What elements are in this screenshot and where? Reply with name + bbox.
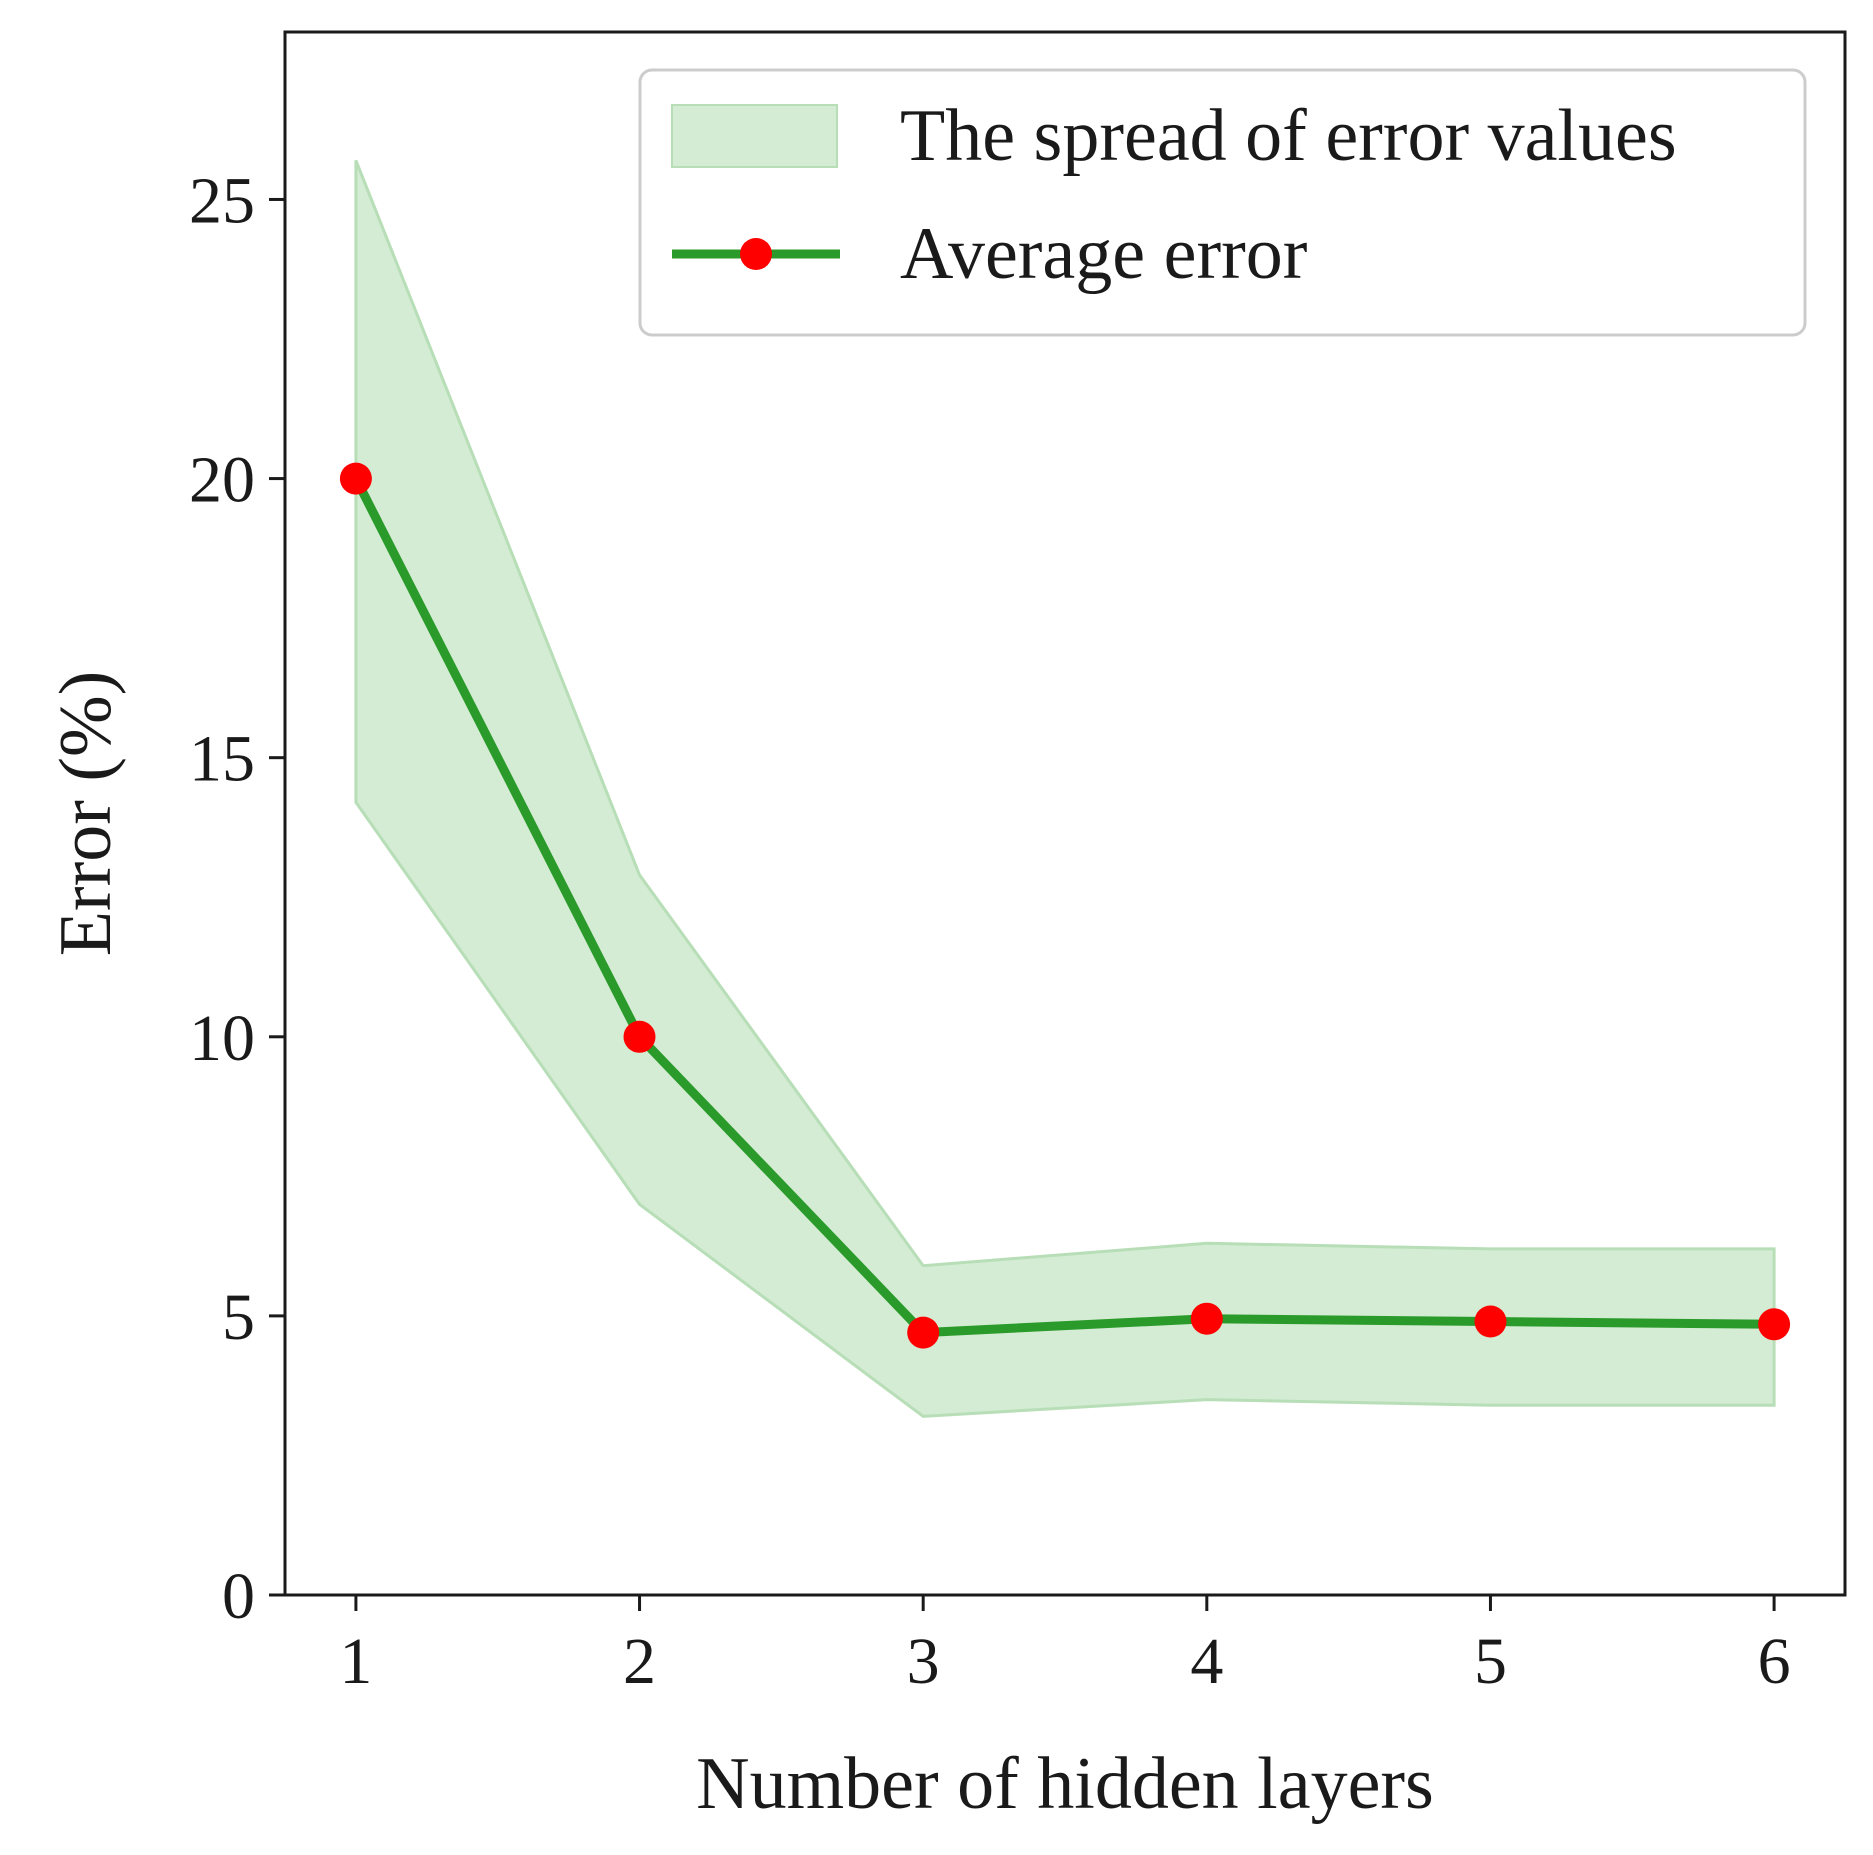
y-tick-label-0: 0 [222, 1560, 255, 1633]
error-spread-band [354, 159, 1776, 1418]
data-point-4 [1190, 1302, 1223, 1335]
legend-swatch-spread [671, 104, 838, 168]
x-tick-label-2: 2 [623, 1625, 656, 1698]
plot-area [339, 159, 1791, 1418]
y-axis-label: Error (%) [45, 671, 127, 957]
x-tick-label-6: 6 [1758, 1625, 1791, 1698]
x-tick-label-3: 3 [907, 1625, 940, 1698]
data-point-6 [1758, 1308, 1791, 1341]
x-tick-label-4: 4 [1190, 1625, 1223, 1698]
data-point-2 [623, 1020, 656, 1053]
y-tick-label-20: 20 [189, 444, 255, 517]
plot-frame [283, 30, 1847, 1597]
data-point-3 [907, 1316, 940, 1349]
x-tick-label-5: 5 [1474, 1625, 1507, 1698]
x-axis-label: Number of hidden layers [696, 1743, 1434, 1825]
legend-box [638, 68, 1807, 337]
legend-label-spread: The spread of error values [900, 95, 1677, 177]
series-line-average-error [351, 474, 1779, 1338]
y-tick-label-10: 10 [189, 1002, 255, 1075]
axes: 1 2 3 4 5 6 0 5 10 15 20 25 Number of hidden layers E… [45, 30, 1847, 1825]
data-point-5 [1474, 1305, 1507, 1338]
x-tick-label-1: 1 [339, 1625, 372, 1698]
y-tick-label-5: 5 [222, 1281, 255, 1354]
legend-label-average: Average error [900, 213, 1307, 295]
legend-swatch-average-marker [740, 238, 772, 270]
data-point-1 [339, 462, 372, 495]
y-tick-label-15: 15 [189, 723, 255, 796]
legend: The spread of error values Average error [638, 68, 1807, 337]
y-tick-label-25: 25 [189, 164, 255, 237]
